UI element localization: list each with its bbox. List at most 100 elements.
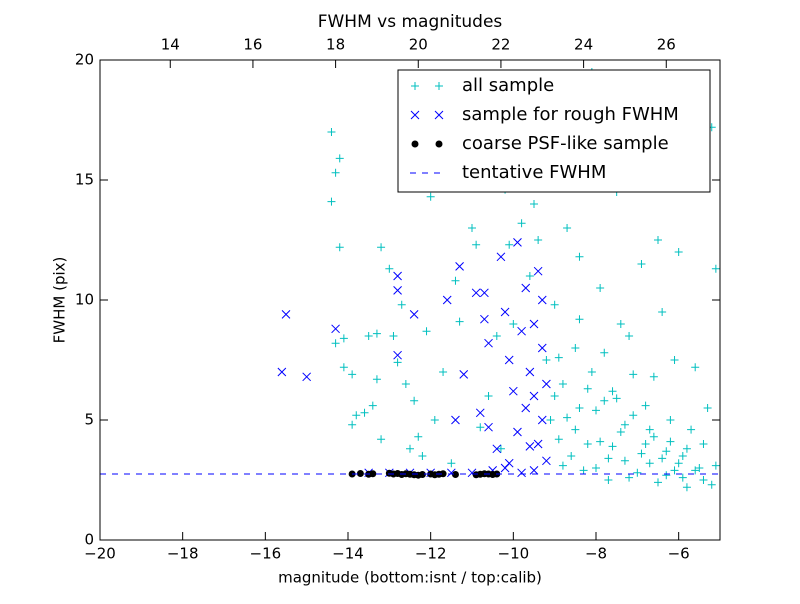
plus-marker	[563, 224, 572, 232]
x-tick-label: −8	[585, 545, 607, 563]
plus-marker	[674, 248, 683, 256]
plus-marker	[542, 356, 551, 364]
plus-marker	[530, 200, 538, 208]
plus-marker	[401, 380, 410, 388]
dot-marker	[439, 470, 447, 478]
plus-marker	[534, 236, 543, 244]
legend-label: coarse PSF-like sample	[462, 133, 669, 154]
x-marker	[508, 386, 518, 396]
plus-marker	[707, 480, 716, 489]
dot-marker	[369, 470, 377, 478]
x-marker	[533, 266, 543, 276]
x2-tick-label: 24	[574, 36, 593, 54]
plus-marker	[604, 454, 613, 463]
plus-marker	[550, 392, 559, 400]
plus-marker	[674, 459, 683, 468]
x2-tick-label: 20	[409, 36, 428, 54]
x-marker	[331, 324, 340, 334]
plus-marker	[641, 401, 650, 410]
plus-marker	[666, 416, 675, 424]
plus-marker	[670, 466, 679, 475]
plus-marker	[331, 339, 340, 348]
x-tick-label: −20	[84, 545, 116, 563]
plus-marker	[426, 192, 435, 201]
y-tick-label: 0	[84, 531, 94, 549]
plus-marker	[682, 483, 691, 492]
x-marker	[455, 262, 464, 271]
plus-marker	[360, 408, 369, 417]
plus-marker	[509, 320, 518, 328]
dot-marker	[356, 470, 364, 478]
x-tick-label: −6	[668, 545, 690, 563]
axes: −20 −18 −16 −14 −12 −10 −8 −6 14 16 18 20 22 24 26 0 5 10…	[75, 36, 721, 563]
x-marker	[521, 283, 531, 293]
plus-marker	[637, 260, 646, 268]
x-marker	[537, 415, 547, 425]
plus-marker	[645, 459, 654, 468]
plus-marker	[608, 442, 617, 451]
x-marker	[471, 288, 481, 298]
plus-marker	[629, 370, 638, 379]
x-tick-label: −10	[498, 545, 530, 563]
x-marker	[480, 314, 489, 324]
plus-marker	[476, 423, 485, 432]
x2-tick-label: 18	[326, 36, 345, 54]
x-marker	[500, 463, 510, 473]
legend-marker	[434, 110, 444, 120]
x-marker	[513, 427, 522, 437]
plus-marker	[331, 168, 340, 177]
plus-marker	[666, 437, 675, 446]
x-marker	[484, 338, 493, 348]
plus-marker	[633, 468, 642, 477]
x-marker	[393, 350, 402, 360]
plus-marker	[406, 444, 414, 453]
plus-marker	[575, 315, 584, 324]
plus-marker	[377, 243, 386, 252]
plus-marker	[377, 435, 386, 444]
plus-marker	[339, 334, 348, 343]
plus-marker	[327, 197, 336, 206]
plus-marker	[385, 264, 394, 273]
x-marker	[281, 310, 291, 319]
plus-marker	[583, 440, 592, 448]
plus-marker	[558, 380, 567, 388]
x-tick-label: −16	[250, 545, 282, 563]
chart-title: FWHM vs magnitudes	[318, 12, 503, 32]
x2-tick-label: 22	[491, 36, 510, 54]
plus-marker	[649, 372, 658, 381]
x-marker	[492, 444, 502, 454]
plus-marker	[592, 406, 600, 415]
plus-marker	[592, 464, 600, 472]
plus-marker	[550, 300, 559, 309]
x-marker	[529, 319, 539, 329]
plus-marker	[571, 425, 580, 434]
plus-marker	[645, 425, 654, 434]
plus-marker	[455, 317, 464, 326]
plus-marker	[372, 375, 381, 384]
plus-marker	[654, 236, 662, 244]
plus-marker	[418, 452, 427, 460]
x-marker	[525, 367, 535, 377]
plus-marker	[637, 449, 646, 458]
plus-marker	[414, 432, 423, 441]
y-tick-label: 15	[75, 171, 94, 189]
plus-marker	[571, 344, 580, 352]
plus-marker	[372, 329, 381, 338]
plus-marker	[629, 411, 638, 420]
plus-marker	[335, 154, 344, 163]
plus-marker	[691, 466, 700, 475]
x-marker	[500, 307, 510, 317]
plus-marker	[583, 384, 592, 393]
plus-marker	[662, 471, 671, 480]
plus-marker	[711, 461, 720, 470]
plus-marker	[389, 332, 398, 340]
plus-marker	[484, 392, 493, 400]
x-marker	[277, 367, 287, 377]
x-marker	[409, 310, 419, 319]
plus-marker	[687, 425, 696, 434]
x-marker	[517, 468, 526, 478]
plus-marker	[472, 240, 481, 249]
x-marker	[451, 415, 460, 425]
x-marker	[537, 295, 547, 305]
legend-marker	[411, 140, 419, 148]
